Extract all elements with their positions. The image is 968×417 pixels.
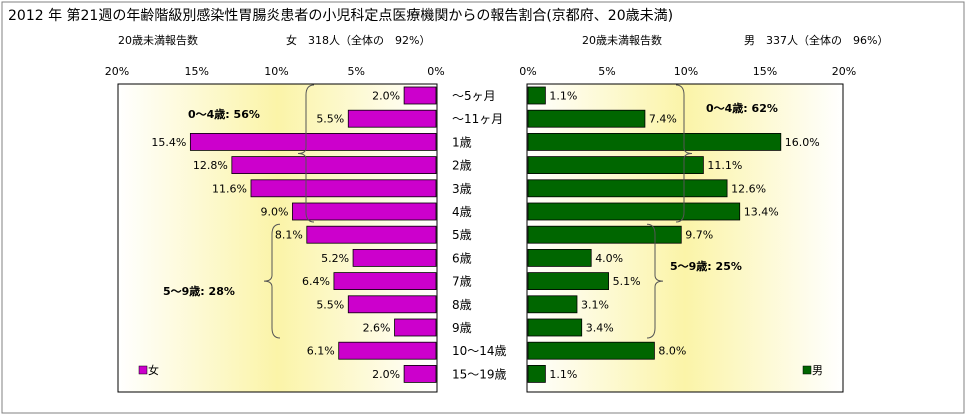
female-bar — [333, 272, 437, 291]
male-bar — [527, 272, 609, 291]
male-legend-swatch — [802, 365, 812, 375]
female-tick-label: 0% — [427, 65, 444, 78]
female-tick-label: 20% — [105, 65, 129, 78]
male-bar — [527, 225, 682, 244]
female-bracket-label-5-9: 5～9歳: 28% — [163, 284, 235, 298]
male-tick-label: 5% — [598, 65, 615, 78]
category-label: 2歳 — [452, 159, 472, 173]
female-data-label: 8.1% — [275, 229, 303, 242]
female-data-label: 5.5% — [316, 113, 344, 126]
male-data-label: 5.1% — [613, 275, 641, 288]
male-bar — [527, 318, 583, 337]
male-header-right: 男 337人（全体の 96%） — [744, 33, 888, 47]
female-bracket-0-4 — [297, 84, 315, 223]
male-tick-label: 10% — [674, 65, 698, 78]
female-data-label: 2.0% — [372, 90, 400, 103]
female-header-left: 20歳未満報告数 — [118, 34, 198, 47]
male-header-left: 20歳未満報告数 — [582, 34, 662, 47]
female-bar — [306, 225, 437, 244]
female-legend-swatch — [138, 365, 148, 375]
category-label: 9歳 — [452, 321, 472, 335]
male-data-label: 8.0% — [658, 345, 686, 358]
female-bar — [394, 318, 437, 337]
male-tick-label: 20% — [832, 65, 856, 78]
category-label: 7歳 — [452, 275, 472, 289]
female-bar — [189, 132, 437, 151]
female-data-label: 9.0% — [260, 206, 288, 219]
chart-title: 2012 年 第21週の年齢階級別感染性胃腸炎患者の小児科定点医療機関からの報告… — [8, 7, 673, 24]
male-bar — [527, 295, 578, 314]
male-data-label: 9.7% — [685, 229, 713, 242]
female-tick-label: 5% — [348, 65, 365, 78]
female-data-label: 5.2% — [321, 252, 349, 265]
male-bar — [527, 364, 546, 383]
female-bar — [231, 156, 437, 175]
female-data-label: 6.1% — [307, 345, 335, 358]
male-data-label: 11.1% — [707, 159, 742, 172]
female-data-label: 2.6% — [363, 322, 391, 335]
female-data-label: 6.4% — [302, 275, 330, 288]
male-data-label: 12.6% — [731, 182, 766, 195]
female-data-label: 2.0% — [372, 368, 400, 381]
category-label: 1歳 — [452, 135, 472, 149]
male-bar — [527, 156, 704, 175]
male-bracket-label-5-9: 5～9歳: 25% — [670, 259, 742, 273]
male-bar — [527, 202, 741, 221]
category-label: 8歳 — [452, 298, 472, 312]
category-label: ～11ヶ月 — [452, 112, 503, 126]
male-bracket-5-9 — [646, 223, 664, 339]
female-data-label: 15.4% — [151, 136, 186, 149]
female-bar — [347, 295, 437, 314]
male-bar — [527, 341, 655, 360]
male-bracket-label-0-4: 0～4歳: 62% — [706, 101, 778, 115]
category-label: 10～14歳 — [452, 344, 507, 358]
female-data-label: 12.8% — [193, 159, 228, 172]
male-data-label: 13.4% — [744, 206, 779, 219]
female-bar — [403, 364, 437, 383]
male-data-label: 4.0% — [595, 252, 623, 265]
category-label: 15～19歳 — [452, 367, 507, 381]
male-legend-label: 男 — [812, 364, 823, 377]
male-data-label: 7.4% — [649, 113, 677, 126]
male-bar — [527, 109, 646, 128]
female-legend-label: 女 — [148, 363, 159, 377]
male-data-label: 3.4% — [586, 322, 614, 335]
female-header-right: 女 318人（全体の 92%） — [286, 33, 430, 47]
female-bar — [338, 341, 437, 360]
female-bar — [352, 248, 437, 267]
male-bar — [527, 132, 782, 151]
male-bracket-0-4 — [675, 84, 693, 223]
female-bar — [403, 86, 437, 105]
male-tick-label: 15% — [753, 65, 777, 78]
male-data-label: 16.0% — [785, 136, 820, 149]
male-data-label: 1.1% — [549, 90, 577, 103]
female-bracket-5-9 — [263, 223, 281, 339]
female-bar — [292, 202, 437, 221]
female-tick-label: 10% — [264, 65, 288, 78]
category-label: 4歳 — [452, 205, 472, 219]
female-bar — [250, 179, 437, 198]
male-data-label: 3.1% — [581, 298, 609, 311]
male-bar — [527, 86, 546, 105]
female-bracket-label-0-4: 0～4歳: 56% — [188, 107, 260, 121]
female-data-label: 11.6% — [212, 182, 247, 195]
female-tick-label: 15% — [185, 65, 209, 78]
male-bar — [527, 179, 728, 198]
female-bar — [347, 109, 437, 128]
category-label: ～5ヶ月 — [452, 89, 496, 103]
female-data-label: 5.5% — [316, 298, 344, 311]
category-label: 6歳 — [452, 251, 472, 265]
category-label: 3歳 — [452, 182, 472, 196]
male-data-label: 1.1% — [549, 368, 577, 381]
male-tick-label: 0% — [519, 65, 536, 78]
male-bar — [527, 248, 592, 267]
category-label: 5歳 — [452, 228, 472, 242]
